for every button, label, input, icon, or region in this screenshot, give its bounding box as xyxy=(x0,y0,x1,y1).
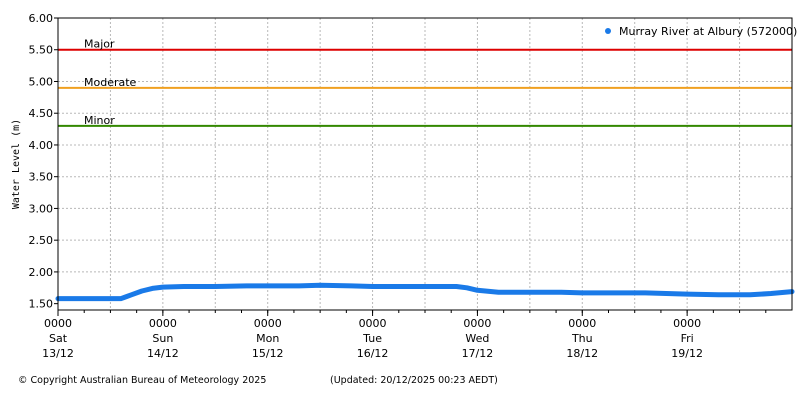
copyright-text: © Copyright Australian Bureau of Meteoro… xyxy=(18,375,267,386)
legend-marker xyxy=(605,28,611,34)
grid xyxy=(58,18,792,310)
x-tick-weekday: Thu xyxy=(571,332,593,345)
x-tick-date: 16/12 xyxy=(357,347,389,360)
y-tick-label: 6.00 xyxy=(29,12,54,25)
y-tick-label: 3.00 xyxy=(29,202,54,215)
y-tick-label: 5.00 xyxy=(29,75,54,88)
legend: Murray River at Albury (572000) xyxy=(605,25,797,38)
threshold-label-moderate: Moderate xyxy=(84,76,137,89)
y-tick-label: 4.50 xyxy=(29,107,54,120)
threshold-label-minor: Minor xyxy=(84,114,115,127)
series-layer xyxy=(55,282,795,302)
y-tick-label: 4.00 xyxy=(29,139,54,152)
x-tick-date: 15/12 xyxy=(252,347,284,360)
x-tick-time: 0000 xyxy=(44,317,72,330)
y-tick-label: 2.50 xyxy=(29,234,54,247)
y-tick-label: 2.00 xyxy=(29,266,54,279)
y-tick-label: 5.50 xyxy=(29,44,54,57)
x-tick-weekday: Sun xyxy=(152,332,173,345)
x-tick-time: 0000 xyxy=(568,317,596,330)
x-tick-time: 0000 xyxy=(149,317,177,330)
flood-thresholds: Major Moderate Minor xyxy=(58,38,792,127)
x-axis: 0000 Sat 13/12 0000 Sun 14/12 0000 Mon 15/12 0000… xyxy=(42,310,767,360)
x-tick-date: 14/12 xyxy=(147,347,179,360)
x-tick-date: 19/12 xyxy=(671,347,703,360)
series-line xyxy=(55,282,795,302)
threshold-label-major: Major xyxy=(84,38,115,51)
x-tick-time: 0000 xyxy=(359,317,387,330)
x-tick-time: 0000 xyxy=(463,317,491,330)
x-tick-time: 0000 xyxy=(673,317,701,330)
x-tick-date: 13/12 xyxy=(42,347,74,360)
y-axis: 1.50 2.00 2.50 3.00 3.50 4.00 4.50 5.00 5.50 6.00 xyxy=(29,12,58,311)
y-axis-title: Water Level (m) xyxy=(11,119,22,209)
x-tick-date: 18/12 xyxy=(566,347,598,360)
x-tick-date: 17/12 xyxy=(462,347,494,360)
x-tick-weekday: Wed xyxy=(465,332,489,345)
x-tick-weekday: Sat xyxy=(49,332,68,345)
x-tick-weekday: Tue xyxy=(362,332,382,345)
updated-timestamp: (Updated: 20/12/2025 00:23 AEDT) xyxy=(330,375,498,386)
x-tick-weekday: Fri xyxy=(681,332,694,345)
y-tick-label: 1.50 xyxy=(29,298,54,311)
legend-label: Murray River at Albury (572000) xyxy=(619,25,797,38)
y-tick-label: 3.50 xyxy=(29,171,54,184)
x-tick-weekday: Mon xyxy=(256,332,279,345)
x-tick-time: 0000 xyxy=(254,317,282,330)
